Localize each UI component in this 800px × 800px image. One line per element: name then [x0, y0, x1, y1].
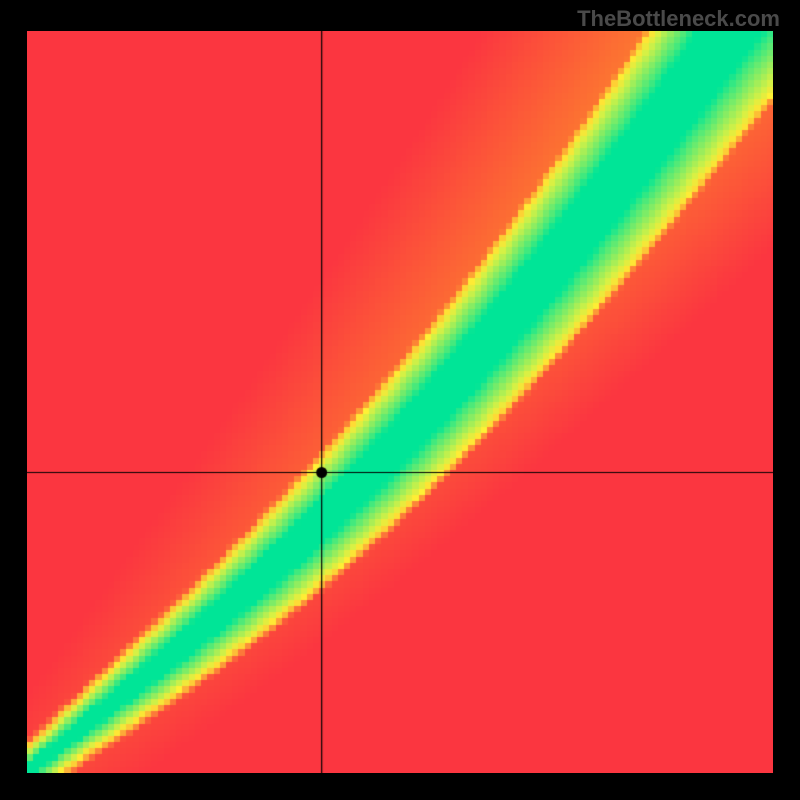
watermark-text: TheBottleneck.com [577, 6, 780, 32]
chart-container: TheBottleneck.com [0, 0, 800, 800]
bottleneck-heatmap [27, 31, 773, 773]
